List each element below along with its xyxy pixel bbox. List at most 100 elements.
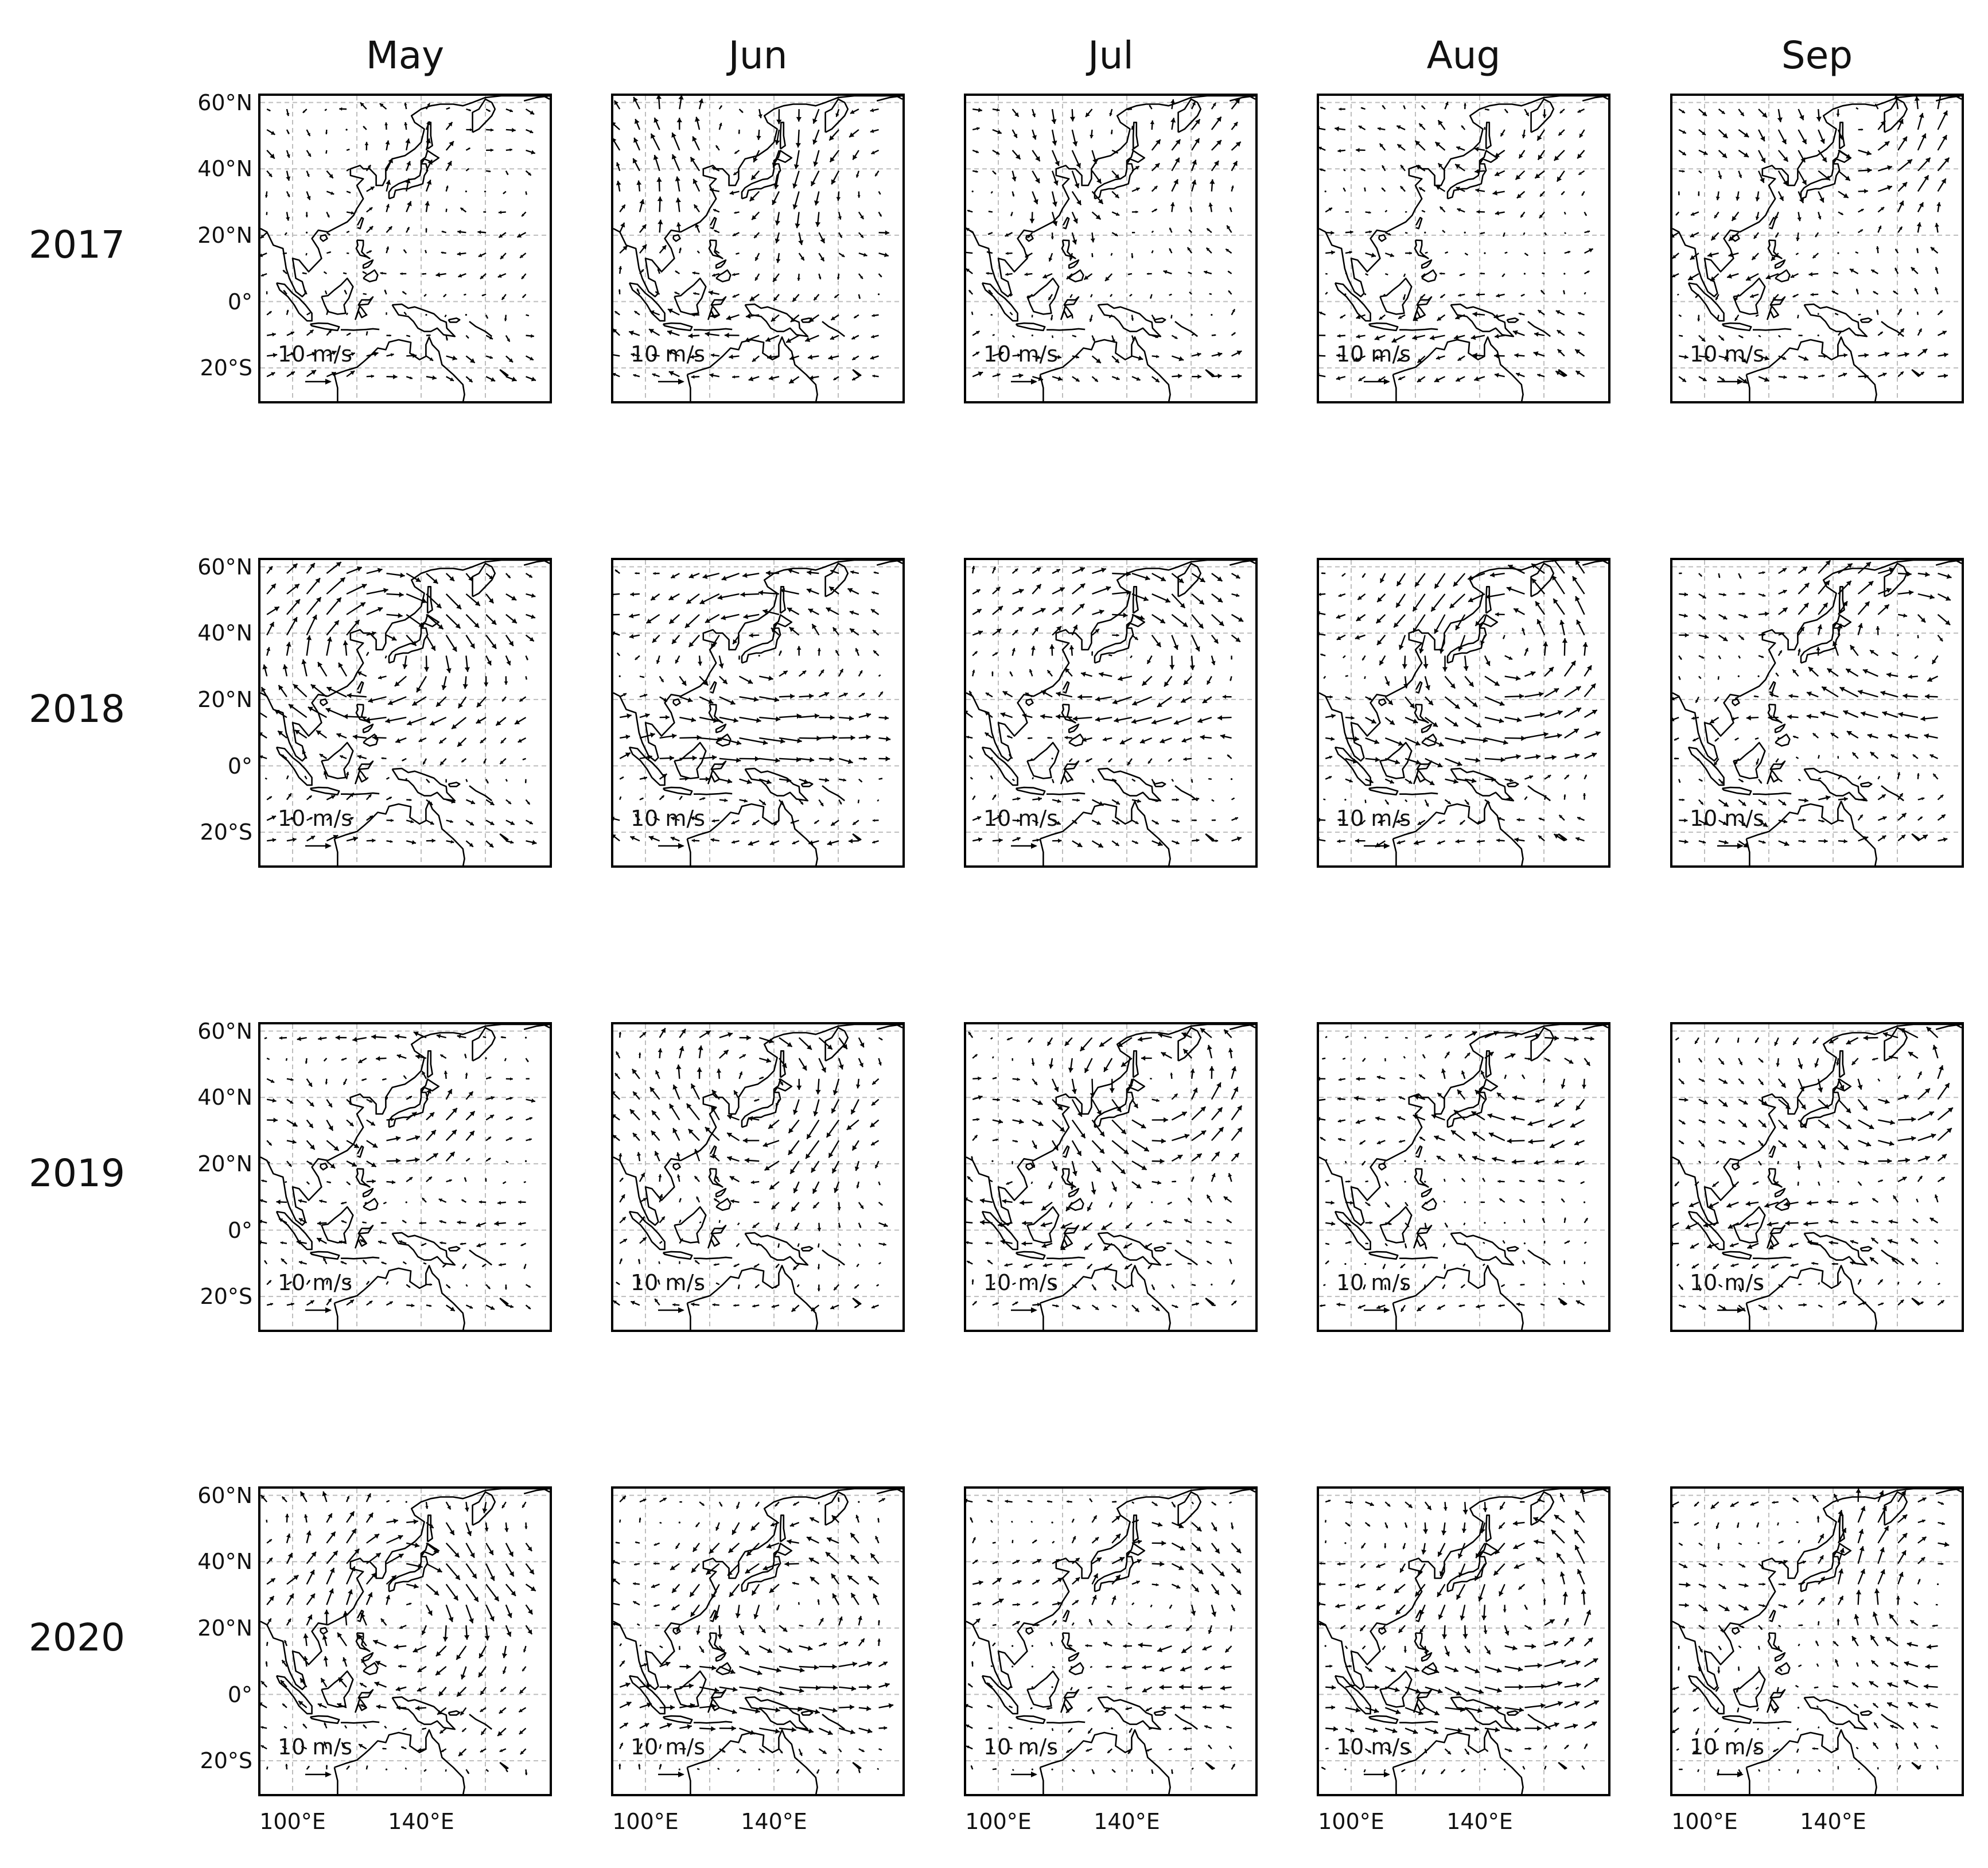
wind-arrow-head (478, 253, 483, 257)
wind-arrow-head (360, 102, 364, 107)
coastline (523, 1024, 550, 1030)
wind-arrow-head (1091, 255, 1094, 258)
wind-arrow-head (1721, 110, 1725, 114)
wind-arrow-head (1880, 332, 1883, 335)
wind-arrow-head (1208, 778, 1210, 780)
coastline (1205, 833, 1215, 841)
wind-arrow-head (1057, 838, 1062, 843)
wind-arrow-head (649, 310, 655, 315)
wind-arrow-head (426, 121, 430, 126)
wind-arrow-head (613, 817, 615, 821)
wind-arrow-head (1512, 330, 1518, 336)
wind-arrow-head (1781, 801, 1787, 806)
coastline (966, 96, 1255, 298)
wind-arrow-head (1076, 798, 1080, 802)
wind-arrow-head (1156, 355, 1160, 359)
wind-arrow-head (1414, 840, 1419, 845)
wind-arrow-head (771, 627, 776, 633)
wind-arrow-head (721, 615, 726, 620)
coastline (1025, 698, 1034, 706)
wind-arrow-head (641, 269, 644, 272)
wind-arrow-head (1933, 774, 1936, 777)
wind-arrow-head (1466, 253, 1468, 255)
wind-arrow-head (269, 622, 274, 627)
wind-arrow-head (814, 821, 817, 824)
wind-arrow-head (1855, 289, 1859, 292)
wind-arrow-head (1230, 207, 1232, 209)
wind-arrow-head (1799, 198, 1804, 203)
wind-arrow-head (1360, 168, 1363, 171)
coastline (1721, 322, 1752, 332)
wind-arrow-head (1024, 272, 1028, 277)
wind-arrow-head (372, 1143, 378, 1148)
wind-arrow-head (1567, 251, 1571, 254)
wind-arrow-head (315, 578, 320, 584)
wind-arrow-head (613, 1091, 616, 1094)
wind-arrow-head (780, 588, 785, 594)
wind-arrow-head (1522, 628, 1525, 631)
wind-arrow-head (506, 661, 511, 666)
wind-arrow (1837, 231, 1839, 234)
coastline (1061, 704, 1076, 724)
wind-arrow-head (806, 1154, 811, 1159)
wind-arrow-head (1843, 353, 1848, 358)
wind-arrow-head (292, 617, 298, 623)
wind-arrow-head (1099, 609, 1104, 615)
wind-arrow-head (308, 1082, 312, 1087)
wind-arrow-head (1543, 732, 1549, 737)
coastline (260, 560, 550, 762)
wind-arrow-head (260, 1240, 262, 1245)
wind-arrow-head (642, 1032, 646, 1036)
wind-arrow-head (1385, 681, 1390, 686)
wind-arrow-head (1744, 132, 1749, 138)
wind-arrow-head (790, 693, 795, 699)
wind-arrow-head (1216, 116, 1221, 122)
wind-arrow-head (1036, 584, 1041, 589)
wind-arrow-head (1763, 822, 1768, 827)
coastline (426, 121, 433, 150)
wind-arrow-head (991, 192, 993, 193)
wind-arrow-head (508, 801, 511, 804)
wind-arrow-head (470, 128, 473, 131)
wind-arrow-head (1699, 574, 1702, 577)
coastline (356, 216, 364, 230)
wind-arrow-head (635, 814, 639, 818)
wind-arrow-head (511, 127, 516, 133)
wind-arrow-head (790, 317, 796, 323)
wind-arrow-head (1559, 110, 1563, 114)
wind-arrow-head (1343, 169, 1345, 170)
wind-arrow-head (283, 290, 286, 293)
wind-arrow-head (371, 631, 376, 636)
wind-arrow-head (1336, 376, 1341, 380)
wind-arrow-head (476, 1222, 481, 1228)
wind-arrow-head (1059, 587, 1065, 592)
wind-arrow-head (754, 756, 760, 762)
wind-arrow-head (457, 741, 462, 747)
wind-arrow-head (1440, 272, 1442, 275)
coastline (1731, 234, 1740, 242)
wind-arrow-head (616, 1051, 620, 1055)
wind-arrow-head (812, 624, 817, 630)
wind-arrow-head (1382, 165, 1385, 169)
wind-arrow-head (1884, 141, 1890, 146)
wind-arrow-head (363, 1260, 365, 1263)
wind-arrow-head (1135, 821, 1139, 824)
coastline (321, 1206, 354, 1244)
wind-arrow-head (1152, 782, 1155, 785)
wind-arrow-head (443, 295, 445, 297)
wind-arrow-head (1434, 583, 1440, 589)
coastline (1766, 760, 1786, 785)
wind-arrow-head (1181, 737, 1186, 743)
wind-arrow-head (1415, 740, 1421, 746)
wind-vector-map (966, 96, 1255, 401)
wind-arrow-head (1566, 775, 1569, 778)
latitude-tick-label: 40°N (197, 156, 252, 182)
wind-arrow-head (480, 740, 484, 743)
wind-arrow-head (1704, 634, 1709, 639)
wind-arrow-head (1483, 737, 1488, 743)
wind-arrow-head (1114, 193, 1119, 199)
wind-arrow-head (829, 587, 835, 592)
wind-arrow-head (1337, 839, 1341, 844)
wind-arrow-head (1859, 775, 1861, 778)
wind-arrow-head (1870, 752, 1875, 756)
